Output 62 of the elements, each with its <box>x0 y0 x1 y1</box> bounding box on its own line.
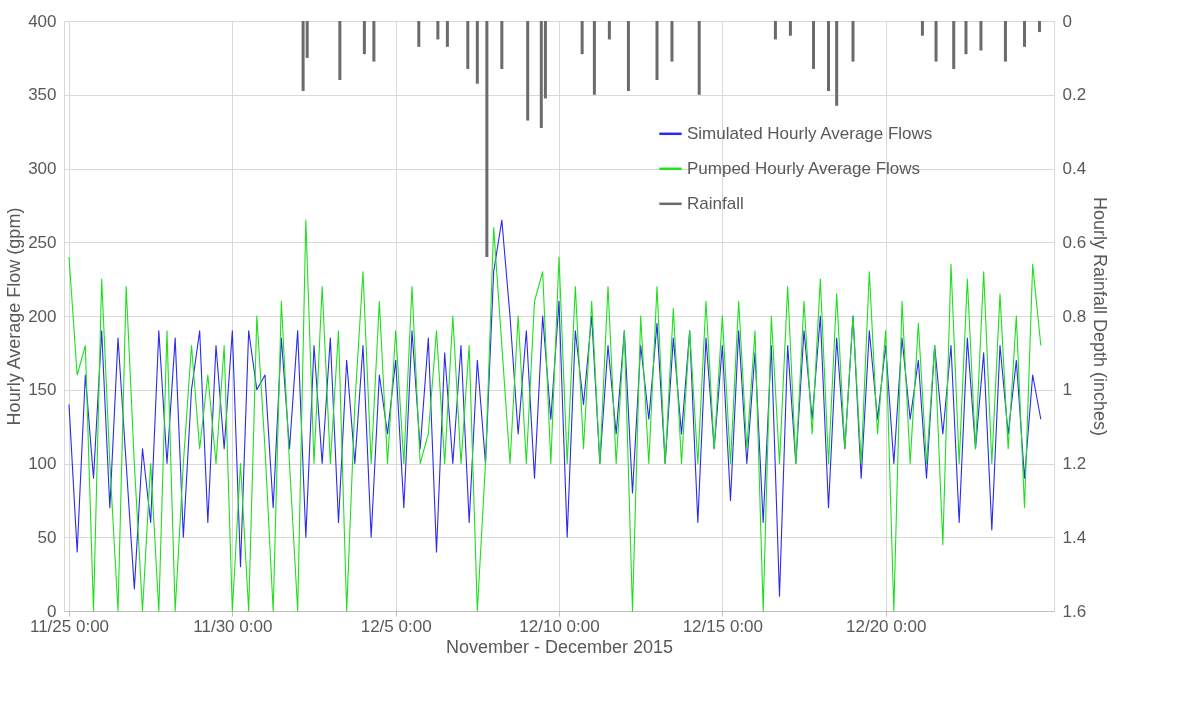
x-tick-label: 12/20 0:00 <box>845 616 927 636</box>
bar <box>475 21 479 84</box>
bar <box>979 21 983 51</box>
bar <box>964 21 968 55</box>
bar <box>1037 21 1041 33</box>
y2-tick-label: 1 <box>1062 380 1072 400</box>
bar <box>812 21 816 69</box>
bar <box>466 21 470 69</box>
y-tick-label: 50 <box>37 527 57 547</box>
bar <box>485 21 489 257</box>
bar <box>445 21 449 47</box>
bar <box>592 21 596 95</box>
y2-tick-label: 0.6 <box>1062 232 1087 252</box>
y-tick-label: 400 <box>28 11 57 31</box>
bar <box>835 21 839 106</box>
x-tick-label: 11/30 0:00 <box>193 616 273 636</box>
bar <box>670 21 674 62</box>
x-tick-label: 12/15 0:00 <box>682 616 764 636</box>
bar <box>626 21 630 92</box>
legend-label: Pumped Hourly Average Flows <box>687 158 921 178</box>
y2-tick-label: 0.4 <box>1062 159 1087 178</box>
bar <box>580 21 584 55</box>
y2-tick-label: 1.6 <box>1062 601 1087 621</box>
bar <box>436 21 440 40</box>
bar <box>301 21 305 92</box>
y2-axis-title: Hourly Rainfall Depth (inches) <box>1090 196 1111 437</box>
y-tick-label: 250 <box>28 232 57 252</box>
bar <box>372 21 376 62</box>
bar <box>788 21 792 36</box>
bar <box>607 21 611 40</box>
bar <box>934 21 938 62</box>
legend-label: Simulated Hourly Average Flows <box>687 123 933 143</box>
y2-tick-label: 1.2 <box>1062 454 1087 473</box>
y-axis-title: Hourly Average Flow (gpm) <box>4 207 25 426</box>
y2-tick-label: 0.2 <box>1062 85 1087 105</box>
bar <box>417 21 421 47</box>
bar <box>851 21 855 62</box>
bar <box>338 21 342 80</box>
bar <box>952 21 956 69</box>
x-axis-title: November - December 2015 <box>445 636 674 657</box>
y2-tick-label: 0 <box>1062 11 1072 31</box>
bar <box>697 21 701 95</box>
bar <box>1003 21 1007 62</box>
y2-tick-label: 0.8 <box>1062 306 1087 326</box>
bar <box>1023 21 1026 47</box>
x-tick-label: 12/5 0:00 <box>360 616 432 636</box>
x-tick-label: 12/10 0:00 <box>519 616 600 636</box>
y-tick-label: 350 <box>28 85 57 105</box>
bar <box>655 21 659 80</box>
y-tick-label: 300 <box>28 159 57 178</box>
bar <box>539 21 543 128</box>
bar <box>920 21 924 36</box>
legend-label: Rainfall <box>687 193 744 213</box>
bar <box>362 21 366 55</box>
bar <box>827 21 830 92</box>
y2-tick-label: 1.4 <box>1062 527 1087 547</box>
bar <box>773 21 777 40</box>
bar <box>500 21 504 69</box>
bar <box>526 21 530 121</box>
y-tick-label: 100 <box>28 454 57 473</box>
y-tick-label: 150 <box>28 380 57 400</box>
y-tick-label: 200 <box>28 306 57 326</box>
